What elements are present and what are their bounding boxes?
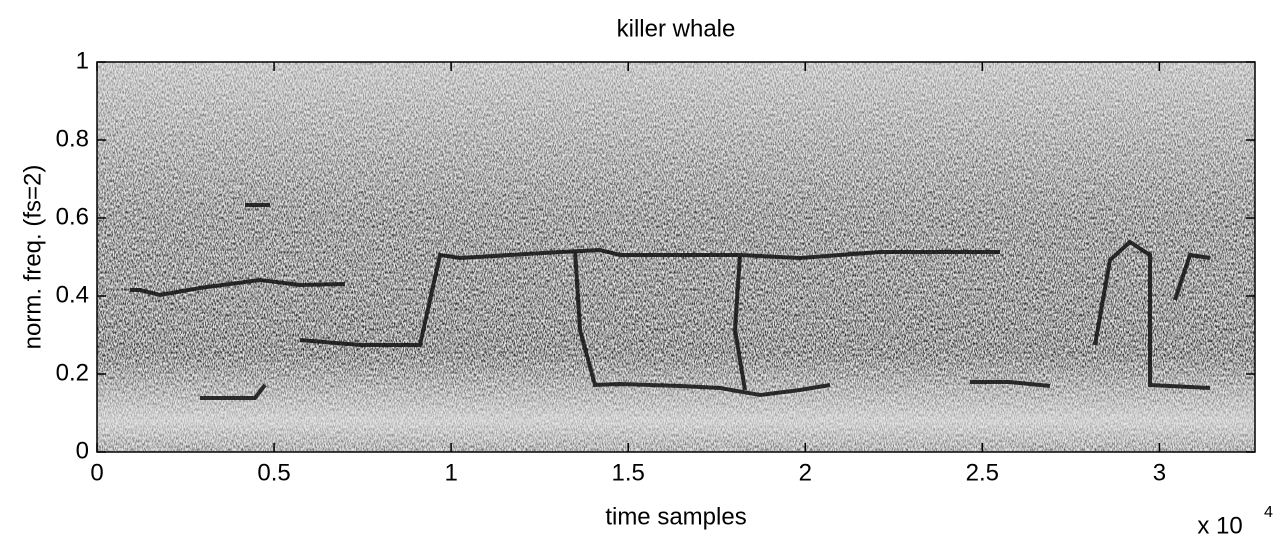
x-tick-label: 1 — [444, 459, 457, 486]
plot-frame — [96, 61, 1256, 453]
y-tick-label: 1 — [76, 47, 89, 74]
x-tick-label: 2.5 — [966, 459, 999, 486]
chart-title: killer whale — [617, 15, 736, 42]
spectrogram-image — [97, 62, 1255, 452]
x-axis-label: time samples — [605, 503, 746, 530]
x-multiplier-exponent: 4 — [1264, 504, 1273, 521]
x-tick-label: 0.5 — [257, 459, 290, 486]
y-tick-label: 0.6 — [56, 203, 89, 230]
y-tick-label: 0.4 — [56, 281, 89, 308]
x-tick-label: 1.5 — [612, 459, 645, 486]
x-tick-label: 2 — [799, 459, 812, 486]
y-tick-label: 0.2 — [56, 359, 89, 386]
x-tick-label: 3 — [1153, 459, 1166, 486]
x-multiplier: x 10 — [1197, 512, 1242, 539]
y-tick-label: 0.8 — [56, 125, 89, 152]
y-axis-label: norm. freq. (fs=2) — [19, 165, 46, 350]
y-tick-label: 0 — [76, 437, 89, 464]
x-tick-label: 0 — [90, 459, 103, 486]
